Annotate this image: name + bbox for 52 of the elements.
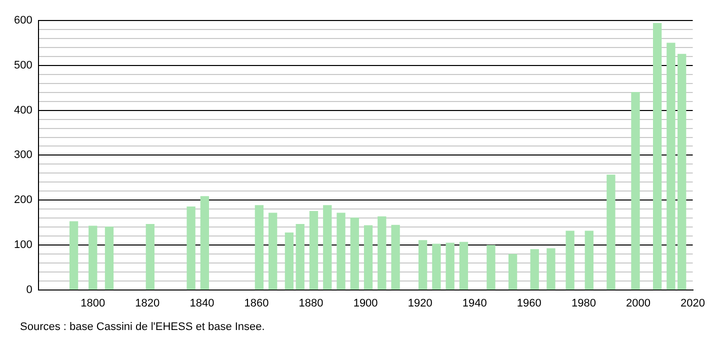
bar — [88, 226, 98, 290]
x-tick-label: 1800 — [80, 297, 106, 310]
bar — [678, 54, 686, 290]
bar — [350, 218, 359, 290]
bar — [652, 22, 662, 290]
bar — [146, 224, 154, 290]
bar — [418, 240, 428, 290]
x-tick-label: 1840 — [190, 297, 214, 310]
x-tick-label: 2020 — [680, 297, 706, 310]
bar — [546, 248, 556, 290]
x-tick-label: 1980 — [571, 297, 596, 310]
bar — [254, 205, 264, 290]
bar — [530, 249, 539, 290]
y-tick-label: 600 — [14, 14, 32, 27]
source-note: Sources : base Cassini de l'EHESS et base Insee. — [20, 321, 266, 333]
bar — [446, 242, 454, 290]
bar — [666, 42, 676, 290]
y-tick-label: 200 — [14, 194, 32, 206]
bar — [391, 224, 400, 290]
bar — [69, 221, 78, 290]
bar — [459, 242, 468, 290]
bar — [508, 254, 518, 290]
bar — [606, 174, 616, 290]
x-tick-label: 1960 — [516, 297, 542, 310]
y-tick-label: 400 — [14, 104, 32, 116]
y-tick-label: 300 — [14, 149, 32, 162]
bar — [364, 225, 373, 290]
bar — [284, 232, 294, 290]
bar — [186, 206, 196, 290]
bar — [323, 205, 332, 290]
bar — [432, 244, 441, 290]
bar — [296, 224, 304, 290]
x-tick-label: 1880 — [298, 297, 324, 310]
bar — [268, 212, 278, 290]
x-tick-label: 1820 — [135, 297, 160, 310]
bar — [566, 230, 574, 290]
x-tick-label: 1900 — [353, 297, 378, 310]
bar — [309, 210, 318, 290]
bar — [200, 196, 210, 290]
bar — [584, 230, 594, 290]
y-tick-label: 0 — [26, 284, 32, 296]
y-tick-label: 500 — [14, 60, 32, 72]
x-tick-label: 1920 — [408, 297, 432, 310]
bar — [631, 92, 640, 290]
y-tick-label: 100 — [14, 238, 32, 251]
x-tick-label: 1940 — [462, 297, 487, 310]
bar — [486, 245, 496, 290]
bar — [378, 216, 386, 290]
x-tick-label: 2000 — [626, 297, 650, 310]
x-tick-label: 1860 — [244, 297, 269, 310]
bar — [104, 226, 114, 290]
bar — [336, 212, 346, 290]
